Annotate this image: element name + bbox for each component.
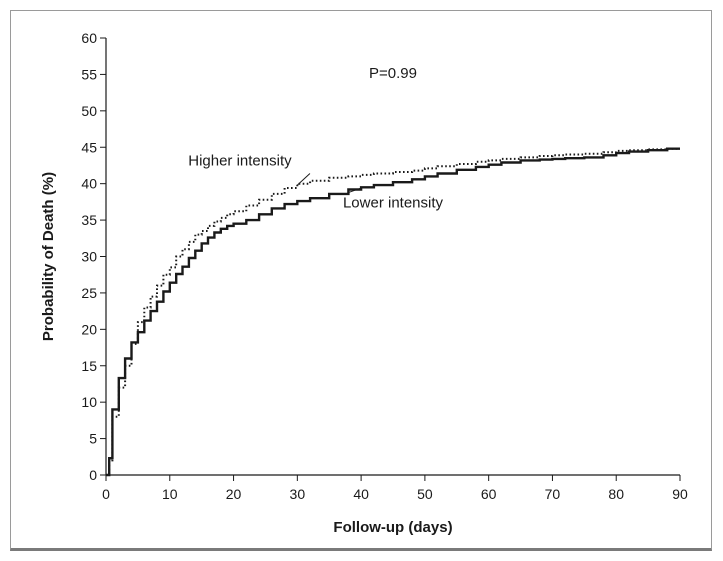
annotation-label: Lower intensity [343,195,444,212]
x-tick-label: 40 [353,486,369,502]
y-tick-label: 45 [81,139,97,155]
x-tick-label: 60 [481,486,497,502]
y-tick-label: 0 [89,467,97,483]
chart-frame [10,10,712,551]
y-axis-title: Probability of Death (%) [40,172,57,341]
y-tick-label: 35 [81,212,97,228]
x-axis-ticks: 0 10 20 30 40 50 60 70 80 90 [102,475,688,502]
y-tick-label: 40 [81,176,97,192]
y-tick-label: 15 [81,358,97,374]
x-tick-label: 0 [102,486,110,502]
y-tick-label: 30 [81,249,97,265]
y-tick-label: 10 [81,394,97,410]
y-tick-label: 5 [89,431,97,447]
series-lines [106,147,680,477]
annotation-pointer [347,187,362,194]
y-tick-label: 55 [81,66,97,82]
y-tick-label: 25 [81,285,97,301]
x-tick-label: 10 [162,486,178,502]
annotations: P=0.99 Higher intensity Lower intensity [188,65,443,212]
x-tick-label: 70 [545,486,561,502]
annotation-label: Higher intensity [188,152,292,169]
annotation-label: P=0.99 [369,65,417,82]
y-tick-label: 50 [81,103,97,119]
y-tick-label: 60 [81,30,97,46]
x-tick-label: 30 [290,486,306,502]
lower-intensity-line [106,147,680,477]
y-axis-ticks: 0 5 10 15 20 25 30 35 40 45 50 55 60 [81,30,106,483]
annotation-pointer [296,173,311,186]
x-tick-label: 90 [672,486,688,502]
x-tick-label: 50 [417,486,433,502]
axes [105,38,680,476]
x-axis-title: Follow-up (days) [333,519,452,536]
x-tick-label: 80 [608,486,624,502]
x-tick-label: 20 [226,486,242,502]
y-tick-label: 20 [81,321,97,337]
